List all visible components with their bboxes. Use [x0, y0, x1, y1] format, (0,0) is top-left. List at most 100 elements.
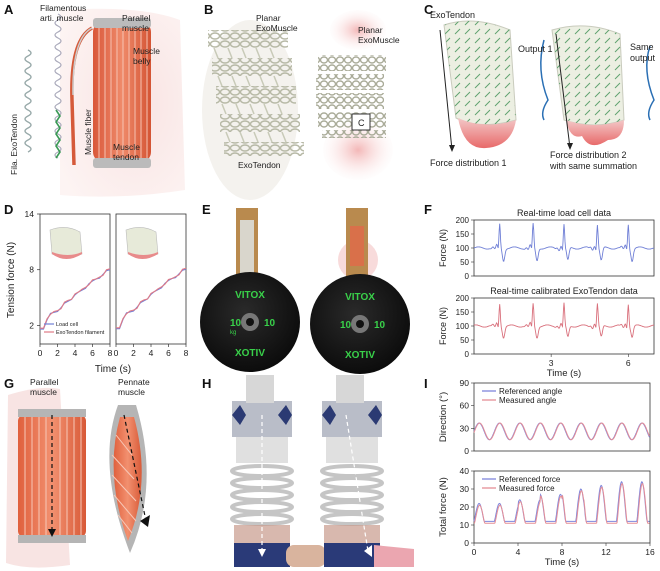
label-same-output: Same: [630, 42, 654, 52]
label-force1: Force distribution 1: [430, 158, 507, 168]
d-xtick-label-1-2: 4: [149, 348, 154, 358]
f-ytick-label-1-0: 0: [465, 350, 470, 359]
d-xtick-label-1-4: 8: [184, 348, 189, 358]
label-pennate: Pennate: [118, 377, 150, 387]
filament-spring: [24, 13, 62, 159]
d-xtick-label-0-0: 0: [38, 348, 43, 358]
panel-f-chart: Real-time load cell data 0 50 100 150 200 Forc…: [438, 208, 655, 379]
i-legend-label-bottom-0: Referenced force: [499, 475, 561, 484]
svg-text:output: output: [630, 53, 656, 63]
planar-exomuscle-right: [316, 55, 386, 138]
weight-plate-left: VITOX 10 kg 10 XOTIV: [200, 208, 300, 372]
d-xtick-label-1-0: 0: [114, 348, 119, 358]
panel-letter-i: I: [424, 376, 428, 391]
f-ytick-label-1-3: 150: [456, 308, 470, 317]
panel-b-illustration: C Planar ExoMuscle Planar ExoMuscle ExoT…: [202, 10, 400, 200]
i-ylabel-top: Direction (°): [438, 392, 449, 442]
f-ytick-label-1-4: 200: [456, 294, 470, 303]
f-xtick-label-0: 3: [549, 358, 554, 368]
panel-letter-a: A: [4, 2, 14, 17]
i-xtick-label-0: 0: [472, 547, 477, 557]
label-force2: Force distribution 2: [550, 150, 627, 160]
svg-text:muscle: muscle: [30, 387, 57, 397]
svg-text:10: 10: [374, 320, 386, 331]
panel-h-photo: [230, 375, 414, 567]
panel-letter-e: E: [202, 202, 211, 217]
panel-c-illustration: ExoTendon Output 1 Same output Force dis…: [430, 10, 656, 171]
label-output1: Output 1: [518, 44, 553, 54]
label-parallel: Parallel: [30, 377, 58, 387]
svg-text:kg: kg: [230, 330, 236, 336]
i-xtick-label-4: 16: [645, 547, 655, 557]
pennate-muscle: [109, 405, 150, 553]
d-ylabel: Tension force (N): [6, 242, 17, 318]
panel-letter-b: B: [204, 2, 214, 17]
d-inset-sheet-1: [125, 227, 159, 258]
i-ytick-label-top-0: 0: [464, 446, 469, 456]
d-xtick-label-1-1: 2: [131, 348, 136, 358]
i-axes-top: [473, 382, 651, 452]
svg-text:10: 10: [264, 318, 276, 329]
panel-letter-g: G: [4, 376, 15, 391]
panel-a-illustration: Filamentous arti. muscle Parallel muscle…: [9, 3, 185, 197]
i-series-bottom-1: [473, 482, 650, 524]
panel-g-illustration: Parallel muscle Pennate muscle: [6, 377, 150, 568]
d-inset-force-1: [128, 252, 158, 259]
svg-text:ExoMuscle: ExoMuscle: [358, 35, 400, 45]
svg-text:10: 10: [230, 318, 242, 329]
f-xtick-label-1: 6: [626, 358, 631, 368]
svg-text:arti. muscle: arti. muscle: [40, 13, 84, 23]
label-planar-right: Planar: [358, 25, 383, 35]
forearm-left: [230, 375, 326, 567]
d-xtick-label-0-2: 4: [73, 348, 78, 358]
f-title-0: Real-time load cell data: [517, 208, 611, 218]
forearm-right: [320, 375, 414, 567]
f-ylabel-1: Force (N): [438, 307, 448, 345]
i-ytick-label-bottom-4: 40: [460, 466, 470, 476]
d-series-0-plot-1: [116, 268, 187, 330]
f-ylabel-0: Force (N): [438, 229, 448, 267]
d-legend-label-0: Load cell: [56, 322, 78, 328]
i-legend-label-top-1: Measured angle: [499, 396, 557, 405]
svg-text:XOTIV: XOTIV: [345, 350, 375, 361]
i-legend-label-bottom-1: Measured force: [499, 484, 555, 493]
d-inset-force-0: [52, 252, 82, 259]
panel-e-photo: VITOX 10 kg 10 XOTIV VITOX 10 10 XOTIV: [200, 208, 410, 374]
weight-plate-right: VITOX 10 10 XOTIV: [310, 208, 410, 374]
i-ytick-label-bottom-3: 30: [460, 484, 470, 494]
i-ytick-label-bottom-2: 20: [460, 502, 470, 512]
label-muscle-fiber: Muscle fiber: [83, 109, 93, 155]
i-ylabel-bottom: Total force (N): [438, 477, 449, 537]
f-series-1: [473, 302, 655, 339]
c-inset-box: [351, 113, 371, 131]
d-legend-label-1: ExoTendon filament: [56, 330, 105, 336]
i-ytick-label-bottom-0: 0: [464, 538, 469, 548]
d-ytick-label-2: 14: [25, 209, 35, 219]
svg-text:muscle: muscle: [118, 387, 145, 397]
i-xtick-label-3: 12: [601, 547, 611, 557]
svg-text:XOTIV: XOTIV: [235, 348, 265, 359]
label-muscle-tendon: Muscle: [113, 142, 140, 152]
f-ytick-label-0-0: 0: [465, 272, 470, 281]
i-series-top-0: [473, 422, 650, 441]
label-filamentous: Filamentous: [40, 3, 86, 13]
parallel-muscle: [18, 409, 86, 543]
svg-text:C: C: [358, 118, 365, 128]
f-ytick-label-0-3: 150: [456, 230, 470, 239]
label-parallel-muscle: Parallel: [122, 13, 150, 23]
svg-text:10: 10: [340, 320, 352, 331]
d-series-0-plot-0: [40, 269, 111, 330]
d-inset-sheet-0: [49, 227, 83, 258]
i-xtick-label-1: 4: [516, 547, 521, 557]
label-fila-exotendon: Fila. ExoTendon: [9, 114, 19, 175]
i-ytick-label-bottom-1: 10: [460, 520, 470, 530]
i-ytick-label-top-1: 30: [460, 423, 470, 433]
d-series-1-plot-0: [40, 268, 111, 329]
d-xlabel: Time (s): [95, 364, 131, 375]
panel-letter-c: C: [424, 2, 434, 17]
d-series-1-plot-1: [116, 267, 187, 329]
label-muscle-belly: Muscle: [133, 46, 160, 56]
f-ytick-label-1-2: 100: [456, 322, 470, 331]
